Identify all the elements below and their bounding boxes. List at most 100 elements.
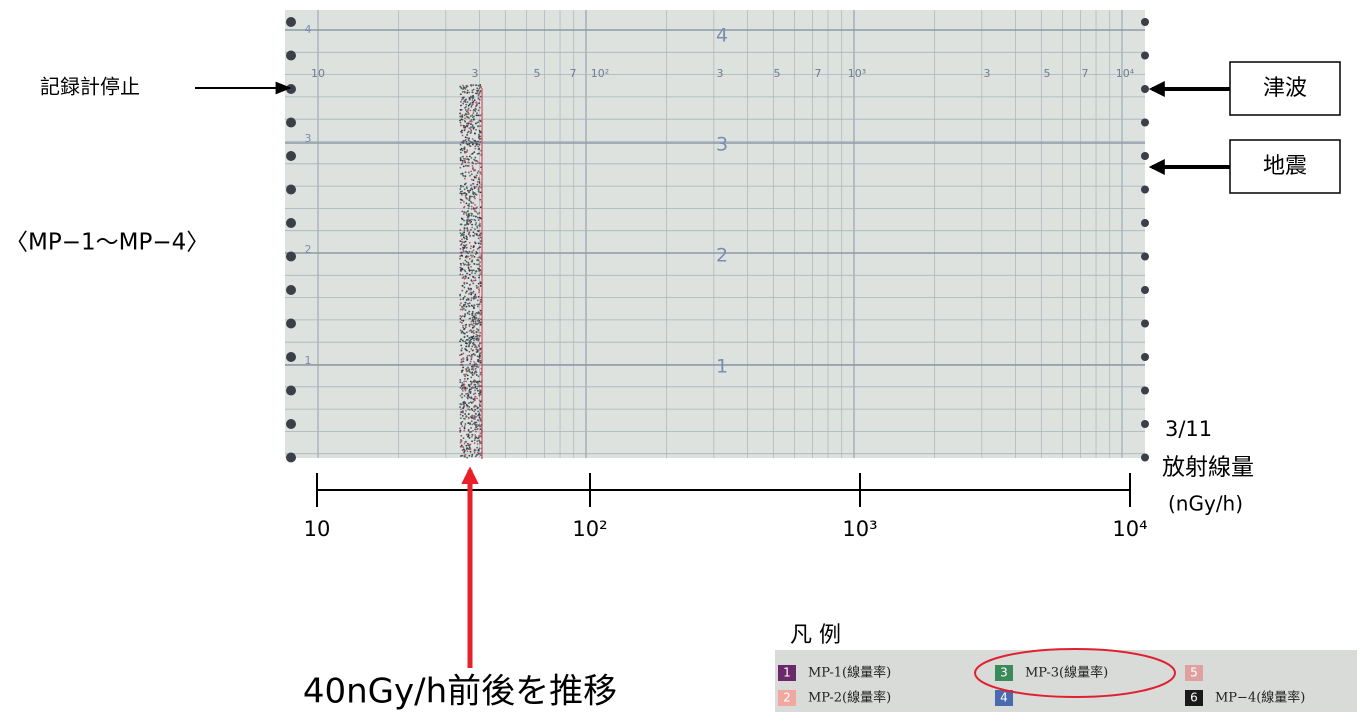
trace-dot [467,207,470,210]
trace-dot [460,223,463,226]
trace-dot [461,91,464,93]
trace-dot [479,361,482,364]
trace-dot [477,414,479,417]
legend-label: MP-1(線量率) [808,665,891,681]
paper-edge-hour-label: 3 [305,132,312,145]
axis-label: 10² [572,517,607,541]
trace-dot [461,84,464,87]
trace-dot [469,401,472,404]
trace-dot [466,377,469,380]
trace-dot [479,391,482,394]
trace-dot [478,447,481,450]
paper-scale-label: 10⁴ [1116,67,1135,80]
trace-dot [460,87,463,90]
trace-dot [467,384,470,386]
trace-dot [469,84,472,86]
trace-dot [464,136,467,139]
trace-dot [463,219,465,222]
trace-dot [470,131,473,134]
trace-dot [469,97,471,99]
trace-dot [479,389,481,392]
trace-dot [478,137,481,140]
trace-dot [469,189,472,192]
trace-dot [470,293,473,296]
trace-dot [461,415,464,417]
trace-dot [464,275,467,278]
trace-dot [472,207,475,210]
channels-label: 〈MP−1〜MP−4〉 [5,230,209,256]
feed-hole [1141,152,1149,160]
trace-dot [466,227,469,230]
trace-dot [473,361,476,363]
trace-dot [471,138,474,140]
trace-dot [470,170,473,173]
trace-dot [479,355,481,358]
trace-dot [479,234,481,236]
trace-dot [460,141,463,144]
trace-dot [475,430,477,433]
trace-dot [468,241,471,244]
trace-dot [459,166,462,169]
trace-dot [473,380,476,382]
trace-dot [477,219,480,221]
trace-dot [479,309,482,312]
trace-dot [474,408,477,411]
trace-dot [464,340,467,343]
trace-dot [479,273,482,276]
trace-dot [465,409,467,412]
trace-dot [473,196,475,198]
trace-dot [467,107,470,110]
trace-dot [479,298,482,301]
trace-dot [461,306,464,309]
trace-dot [479,222,481,225]
trace-dot [477,382,479,385]
trace-dot [464,377,466,380]
trace-dot [479,95,482,98]
trace-dot [470,205,473,208]
trace-dot [461,159,464,162]
trace-dot [471,349,474,352]
trace-dot [475,222,478,224]
trace-dot [459,429,462,432]
trace-dot [461,363,463,366]
trace-dot [477,186,480,189]
trace-dot [474,276,477,279]
trace-dot [469,109,472,112]
trace-dot [474,139,476,142]
trace-dot [476,440,479,443]
trace-dot [461,190,463,193]
paper-hour-label: 3 [716,134,728,156]
trace-dot [474,295,477,297]
trace-dot [460,421,463,424]
trace-dot [459,255,462,258]
trace-dot [474,395,477,398]
trace-dot [475,174,478,177]
trace-dot [476,406,479,409]
trace-dot [465,103,468,106]
axis-label: 10⁴ [1112,517,1147,541]
trace-dot [465,393,467,395]
trace-dot [477,366,479,369]
trace-dot [472,183,475,185]
trace-dot [479,206,482,209]
trace-dot [460,444,463,447]
trace-dot [477,331,479,333]
feed-hole [286,184,296,195]
trace-dot [469,140,472,143]
trace-dot [461,425,464,428]
trace-dot [468,396,471,399]
trace-dot [459,201,462,204]
trace-dot [473,410,476,413]
trace-dot [461,289,464,292]
trace-dot [476,350,479,353]
trace-dot [474,418,476,420]
trace-dot [465,415,468,418]
trace-dot [471,455,473,458]
recorded-trace [459,84,483,459]
trace-dot [475,211,478,213]
trace-dot [469,443,472,446]
trace-dot [473,158,475,161]
trace-dot [479,114,482,117]
trace-dot [477,140,479,143]
trace-dot [462,96,465,99]
